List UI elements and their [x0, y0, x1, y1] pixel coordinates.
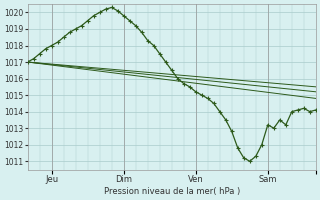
X-axis label: Pression niveau de la mer( hPa ): Pression niveau de la mer( hPa ): [104, 187, 240, 196]
